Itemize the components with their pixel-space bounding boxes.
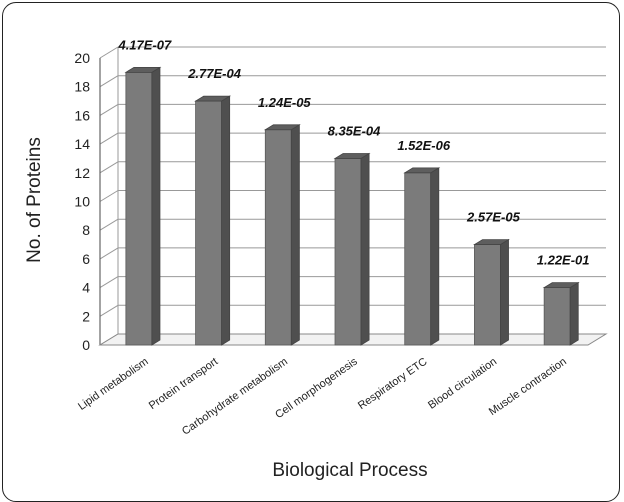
bar-top [124,67,162,73]
bar-side [430,167,440,346]
bar-label: 4.17E-07 [117,37,172,52]
bar-side [290,124,300,346]
y-tick-label: 6 [82,251,90,267]
bar [403,167,441,346]
bar [542,281,580,346]
bar-front [195,100,222,346]
y-tick-label: 0 [82,337,90,353]
gridline-side [99,75,119,88]
bar-front [543,287,571,346]
gridline-side [99,304,119,317]
gridline-side [99,103,119,116]
gridline-side [99,190,119,202]
bar-side [151,66,161,346]
bar-side [221,95,231,346]
bars [124,66,580,346]
y-tick-label: 2 [82,308,90,324]
bar-side [360,152,370,346]
gridline-side [99,132,119,145]
y-tick-label: 18 [74,79,90,95]
bar [194,95,232,346]
bar [124,66,162,346]
y-tick-label: 4 [82,280,90,296]
x-category-label: Respiratory ETC [356,356,430,412]
y-tick-label: 12 [74,165,90,181]
bar-label: 1.52E-06 [397,138,451,153]
bar-label: 1.24E-05 [258,95,312,110]
y-tick-label: 10 [74,194,90,210]
bar-side [569,281,579,346]
bar-front [334,158,362,346]
bar-label: 8.35E-04 [328,123,382,138]
bar-label: 1.22E-01 [537,253,590,268]
y-axis-title: No. of Proteins [24,137,45,263]
x-category-label: Blood circulation [426,356,499,412]
bar-front [264,129,292,346]
gridline-side [99,46,119,59]
y-tick-label: 14 [74,136,90,152]
bar [473,238,510,346]
x-axis-title: Biological Process [272,460,427,481]
y-tick-labels: 0 2 4 6 8 10 12 14 16 18 20 [74,50,90,353]
x-category-label: Muscle contraction [487,356,569,418]
bar-top [473,239,510,245]
bar-top [333,153,371,159]
bar-label: 2.77E-04 [187,66,242,81]
gridline-side [99,276,119,289]
bar-top [403,167,441,174]
gridline-side [99,218,119,231]
bar-chart: 4.17E-07 2.77E-04 1.24E-05 8.35E-04 1.52E-06… [24,37,608,481]
bar-front [474,244,501,346]
y-tick-label: 20 [74,50,90,66]
y-tick-label: 8 [82,222,90,238]
gridline-side [99,247,119,260]
x-category-label: Lipid metabolism [76,356,151,413]
bar [263,124,301,346]
bar-front [404,172,432,346]
bar-top [542,282,580,289]
bar-side [500,238,509,346]
bar-labels: 4.17E-07 2.77E-04 1.24E-05 8.35E-04 1.52E-06… [117,37,589,267]
y-tick-label: 16 [74,107,90,123]
bar-top [194,95,232,102]
x-category-label: Protein transport [147,356,221,412]
gridline-side [99,161,119,174]
bar [333,152,371,346]
bar-label: 2.57E-05 [466,210,521,225]
bar-front [125,71,153,346]
bar-top [263,124,301,131]
